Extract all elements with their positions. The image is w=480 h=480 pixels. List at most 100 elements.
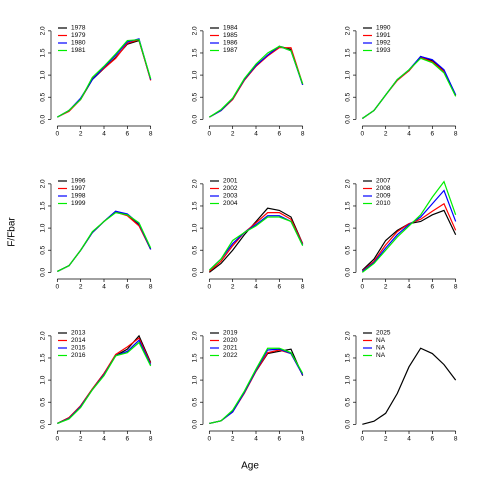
legend-label: 1978 xyxy=(71,25,86,32)
y-tick-label: 1.5 xyxy=(192,201,199,210)
x-tick-label: 2 xyxy=(79,131,83,138)
series-line xyxy=(208,215,304,271)
x-tick-label: 8 xyxy=(301,131,305,138)
y-tick-label: 1.5 xyxy=(192,353,199,362)
y-tick-label: 1.5 xyxy=(40,353,47,362)
legend-label: 1985 xyxy=(223,32,238,39)
x-tick-label: 0 xyxy=(208,284,212,291)
series-line xyxy=(209,347,304,425)
series-line xyxy=(209,348,304,425)
y-tick-label: 1.0 xyxy=(345,223,352,232)
x-tick-label: 2 xyxy=(79,284,83,291)
x-tick-label: 6 xyxy=(431,284,435,291)
x-tick-label: 8 xyxy=(301,284,305,291)
series-line xyxy=(361,55,457,119)
y-tick-label: 0.0 xyxy=(192,419,199,428)
legend-label: 2021 xyxy=(223,345,238,352)
x-tick-label: 0 xyxy=(361,131,365,138)
series-line xyxy=(361,57,457,119)
legend-label: 1979 xyxy=(71,32,86,39)
y-tick-label: 0.0 xyxy=(192,267,199,276)
y-tick-label: 0.0 xyxy=(192,114,199,123)
x-tick-label: 4 xyxy=(102,436,106,443)
y-tick-label: 1.5 xyxy=(40,48,47,57)
y-tick-label: 2.0 xyxy=(345,26,352,35)
y-tick-label: 2.0 xyxy=(192,331,199,340)
x-tick-label: 6 xyxy=(278,131,282,138)
x-tick-label: 0 xyxy=(56,436,60,443)
legend-label: 2013 xyxy=(71,330,86,337)
y-tick-label: 1.0 xyxy=(192,223,199,232)
y-tick-label: 1.0 xyxy=(192,375,199,384)
x-tick-label: 8 xyxy=(454,131,458,138)
legend-label: 2004 xyxy=(223,200,238,207)
y-tick-label: 2.0 xyxy=(40,179,47,188)
legend-label: 2002 xyxy=(223,185,238,192)
y-tick-label: 0.5 xyxy=(192,245,199,254)
x-tick-label: 6 xyxy=(278,436,282,443)
series-line xyxy=(57,341,152,425)
legend-label: 2010 xyxy=(376,200,391,207)
legend-label: 1990 xyxy=(376,25,391,32)
legend-label: 1993 xyxy=(376,47,391,54)
legend-label: 1984 xyxy=(223,25,238,32)
y-tick-label: 2.0 xyxy=(40,26,47,35)
series-line xyxy=(57,39,152,118)
x-tick-label: 6 xyxy=(431,131,435,138)
x-tick-label: 8 xyxy=(149,131,153,138)
y-tick-label: 1.5 xyxy=(40,201,47,210)
x-tick-label: 4 xyxy=(254,131,258,138)
x-tick-label: 8 xyxy=(301,436,305,443)
y-tick-label: 0.0 xyxy=(345,267,352,276)
series-line xyxy=(209,45,304,118)
x-tick-label: 4 xyxy=(254,284,258,291)
legend-label: 1998 xyxy=(71,193,86,200)
y-tick-label: 0.5 xyxy=(40,397,47,406)
legend-label: 2001 xyxy=(223,178,238,185)
legend-label: 1991 xyxy=(376,32,391,39)
legend-label: 2009 xyxy=(376,193,391,200)
x-tick-label: 8 xyxy=(454,284,458,291)
series-line xyxy=(361,180,457,273)
series-line xyxy=(362,347,457,425)
series-line xyxy=(361,189,457,272)
x-tick-label: 6 xyxy=(278,284,282,291)
x-tick-label: 8 xyxy=(149,436,153,443)
x-tick-label: 2 xyxy=(231,284,235,291)
x-tick-label: 4 xyxy=(102,284,106,291)
legend-label: 2016 xyxy=(71,352,86,359)
legend-label: 1981 xyxy=(71,47,86,54)
legend-label: 2019 xyxy=(223,330,238,337)
x-tick-label: 2 xyxy=(79,436,83,443)
legend-label: 1999 xyxy=(71,200,86,207)
y-tick-label: 2.0 xyxy=(40,331,47,340)
y-tick-label: 1.0 xyxy=(345,70,352,79)
x-tick-label: 0 xyxy=(56,284,60,291)
legend-label: 1980 xyxy=(71,40,86,47)
legend-label: 2020 xyxy=(223,337,238,344)
x-tick-label: 0 xyxy=(361,436,365,443)
x-tick-label: 4 xyxy=(407,284,411,291)
series-line xyxy=(361,56,457,119)
y-tick-label: 2.0 xyxy=(345,331,352,340)
series-line xyxy=(57,211,152,272)
legend-label: 2022 xyxy=(223,352,238,359)
y-tick-label: 0.5 xyxy=(345,397,352,406)
y-tick-label: 1.0 xyxy=(345,375,352,384)
y-tick-label: 0.0 xyxy=(40,114,47,123)
x-tick-label: 6 xyxy=(431,436,435,443)
y-tick-label: 2.0 xyxy=(192,179,199,188)
legend-label: 2003 xyxy=(223,193,238,200)
y-tick-label: 0.0 xyxy=(345,114,352,123)
x-axis-label: Age xyxy=(241,461,259,472)
legend-label: 1992 xyxy=(376,40,391,47)
legend-label: NA xyxy=(376,337,386,344)
x-tick-label: 0 xyxy=(361,284,365,291)
x-tick-label: 2 xyxy=(231,436,235,443)
legend-label: 2008 xyxy=(376,185,391,192)
legend-label: 1996 xyxy=(71,178,86,185)
y-tick-label: 0.5 xyxy=(40,92,47,101)
x-tick-label: 2 xyxy=(384,436,388,443)
y-tick-label: 0.0 xyxy=(40,267,47,276)
